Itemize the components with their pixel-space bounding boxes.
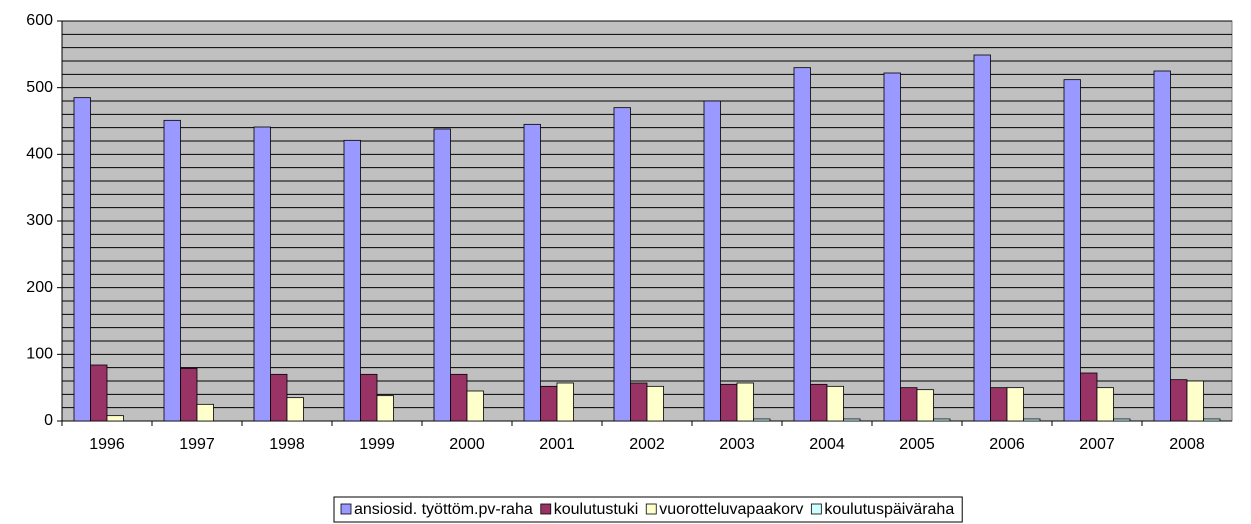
legend-swatch xyxy=(810,503,822,515)
bar xyxy=(1170,379,1188,422)
bar xyxy=(376,395,394,422)
bar xyxy=(90,364,108,422)
legend-label: ansiosid. työttöm.pv-raha xyxy=(354,501,533,518)
x-tick-label: 1996 xyxy=(89,436,125,453)
bar xyxy=(286,397,304,422)
bar xyxy=(883,72,901,422)
x-tick-label: 2002 xyxy=(629,436,665,453)
bar xyxy=(973,54,991,422)
bar xyxy=(196,403,214,422)
bar xyxy=(163,119,181,422)
legend-label: koulutuspäiväraha xyxy=(824,501,954,518)
bar xyxy=(1006,387,1024,422)
x-tick-label: 2000 xyxy=(449,436,485,453)
y-tick-label: 400 xyxy=(26,146,53,163)
bar xyxy=(540,385,558,422)
x-tick-label: 2005 xyxy=(899,436,935,453)
legend-swatch xyxy=(645,503,657,515)
bar xyxy=(630,382,648,422)
bar xyxy=(1096,387,1114,422)
bar xyxy=(523,123,541,422)
bar xyxy=(1063,79,1081,422)
legend-box xyxy=(333,496,963,523)
bar xyxy=(793,67,811,422)
bar xyxy=(343,139,361,422)
y-tick-label: 600 xyxy=(26,12,53,29)
x-tick-label: 1999 xyxy=(359,436,395,453)
x-tick-label: 2008 xyxy=(1169,436,1205,453)
legend-label: vuorotteluvapaakorv xyxy=(659,501,803,518)
y-tick-label: 500 xyxy=(26,79,53,96)
bar xyxy=(450,373,468,422)
x-tick-label: 1997 xyxy=(179,436,215,453)
x-tick-label: 2001 xyxy=(539,436,575,453)
bar xyxy=(360,373,378,422)
legend-swatch xyxy=(340,503,352,515)
bar xyxy=(753,418,771,422)
y-tick-label: 300 xyxy=(26,212,53,229)
x-tick-label: 1998 xyxy=(269,436,305,453)
x-tick-label: 2007 xyxy=(1079,436,1115,453)
bar xyxy=(466,390,484,422)
bar xyxy=(843,418,861,422)
bar xyxy=(270,373,288,422)
bar xyxy=(1186,380,1204,422)
bar xyxy=(900,387,918,422)
legend-label: koulutustuki xyxy=(554,501,639,518)
bar xyxy=(73,97,91,422)
bar xyxy=(826,385,844,422)
bar xyxy=(916,389,934,422)
bar xyxy=(990,387,1008,422)
bar xyxy=(810,383,828,422)
bar xyxy=(1153,70,1171,422)
bar xyxy=(933,418,951,422)
bar xyxy=(720,383,738,422)
legend-swatch xyxy=(540,503,552,515)
y-tick-label: 200 xyxy=(26,279,53,296)
bar xyxy=(736,382,754,422)
bar xyxy=(180,367,198,422)
bar xyxy=(433,128,451,422)
x-tick-label: 2004 xyxy=(809,436,845,453)
bar xyxy=(556,382,574,422)
y-tick-label: 0 xyxy=(44,412,53,429)
x-tick-label: 2003 xyxy=(719,436,755,453)
bar xyxy=(703,100,721,422)
x-tick-label: 2006 xyxy=(989,436,1025,453)
bar xyxy=(1023,418,1041,422)
bar xyxy=(1203,418,1221,422)
bar xyxy=(613,107,631,422)
y-tick-label: 100 xyxy=(26,346,53,363)
bar xyxy=(1113,418,1131,422)
bar xyxy=(646,385,664,422)
bar xyxy=(1080,372,1098,422)
bar xyxy=(253,126,271,422)
bar xyxy=(106,415,124,422)
